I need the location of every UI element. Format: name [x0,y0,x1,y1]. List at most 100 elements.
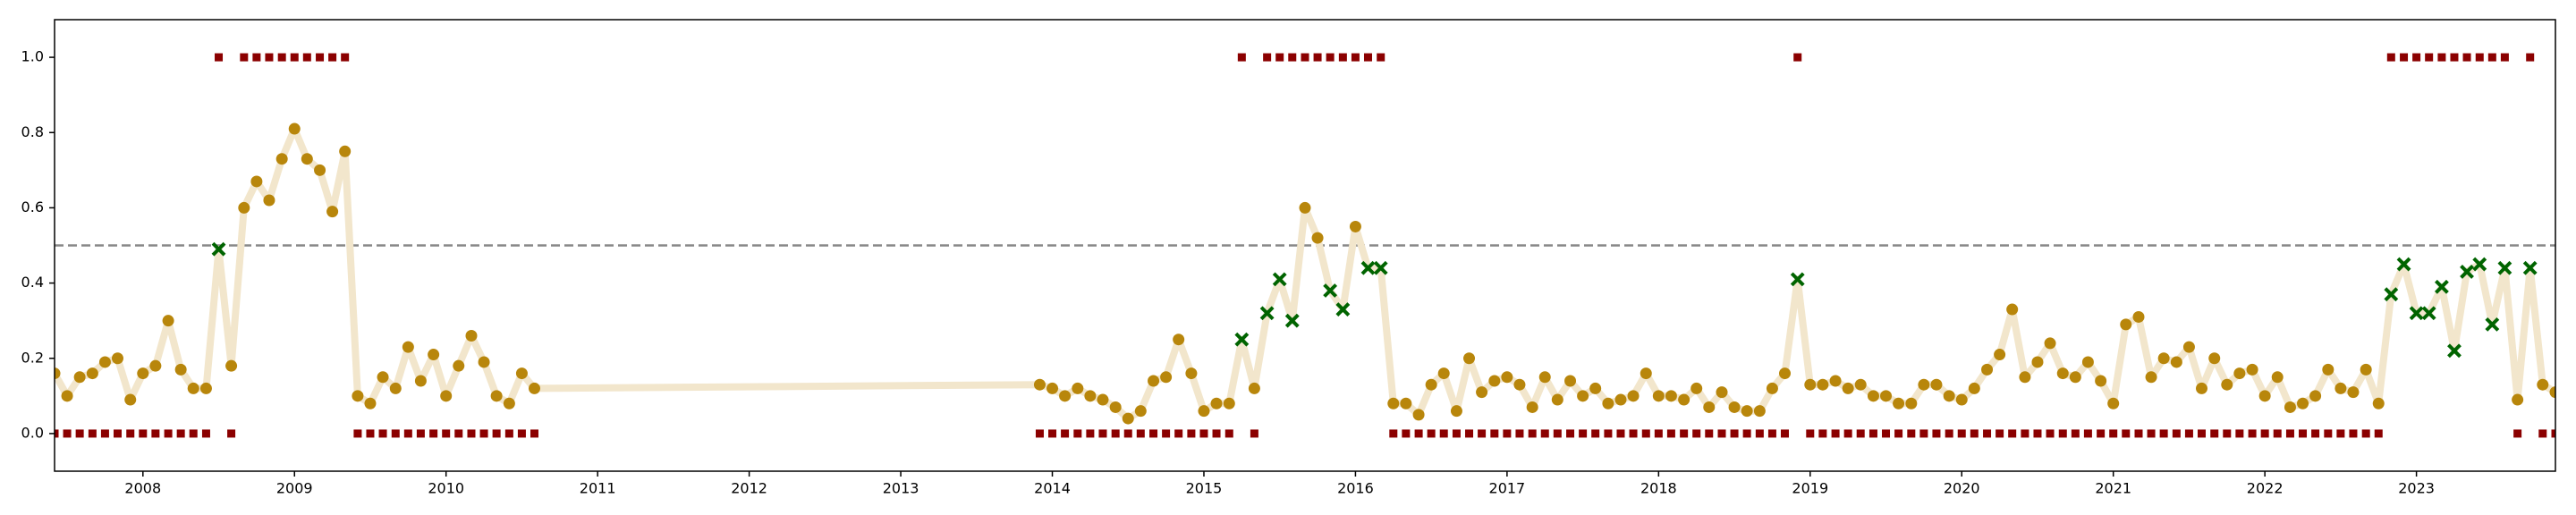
probability-point [1678,393,1690,406]
probability-point [428,349,440,361]
probability-point [1551,393,1563,406]
plot-frame [54,19,2556,472]
label-marker [189,429,198,438]
label-marker [492,429,501,438]
probability-point [1766,382,1778,394]
probability-point [2081,356,2094,368]
probability-point [2132,310,2145,323]
x-tick-label: 2016 [1337,480,1374,497]
probability-point [1854,378,1867,391]
probability-point [2145,371,2157,384]
probability-point [2297,397,2309,409]
label-marker [467,429,476,438]
label-marker [164,429,173,438]
miss-marker [2497,260,2512,275]
label-marker [1162,429,1171,438]
label-marker [2197,429,2206,438]
probability-point [465,330,478,342]
label-marker [265,53,274,62]
x-tick-label: 2018 [1640,480,1677,497]
miss-marker [2485,317,2500,332]
label-marker [1666,429,1675,438]
probability-point [2347,386,2360,399]
label-marker [75,429,84,438]
probability-point [1652,390,1665,402]
x-tick-label: 2009 [276,480,313,497]
label-marker [1730,429,1739,438]
label-marker [2033,429,2042,438]
label-marker [2386,53,2395,62]
miss-marker [2421,306,2436,321]
probability-point [1753,405,1766,418]
probability-point [414,375,427,387]
probability-point [73,371,86,384]
probability-point [1134,405,1147,418]
probability-point [1627,390,1640,402]
probability-point [1690,382,1703,394]
miss-marker [2522,260,2538,275]
probability-point [1703,401,1716,413]
probability-point [225,359,238,372]
label-marker [1680,429,1689,438]
label-marker [1174,429,1183,438]
label-marker [302,53,311,62]
probability-point [1867,390,1879,402]
label-marker [227,429,236,438]
probability-point [1198,405,1210,418]
probability-point [1955,393,1968,406]
probability-point [1185,367,1198,380]
label-marker [1275,53,1284,62]
probability-point [137,367,149,380]
probability-point [1109,401,1122,413]
probability-point [1046,382,1059,394]
label-marker [504,429,513,438]
probability-point [61,390,73,402]
label-marker [2273,429,2282,438]
probability-point [2095,375,2107,387]
probability-point [1311,232,1324,244]
label-marker [1818,429,1827,438]
label-marker [1540,429,1549,438]
label-marker [240,53,249,62]
probability-point [2006,303,2019,316]
label-marker [2425,53,2434,62]
probability-point [1640,367,1652,380]
probability-point [1728,401,1741,413]
label-marker [1553,429,1562,438]
x-tick-label: 2014 [1034,480,1071,497]
label-marker [2021,429,2029,438]
probability-point [1223,397,1235,409]
miss-marker [2384,287,2399,302]
y-tick-label: 0.4 [21,274,44,291]
probability-point [1148,375,1160,387]
label-marker [1957,429,1966,438]
label-marker [2336,429,2345,438]
label-marker [1616,429,1625,438]
probability-point [2512,393,2524,406]
label-marker [2361,429,2370,438]
probability-point [86,367,98,380]
probability-point [478,356,490,368]
probability-point [1084,390,1097,402]
miss-marker [2396,257,2411,272]
label-marker [1389,429,1398,438]
label-marker [1136,429,1145,438]
label-marker [2109,429,2118,438]
label-marker [1970,429,1979,438]
label-marker [176,429,185,438]
label-marker [2324,429,2333,438]
probability-point [2019,371,2031,384]
label-marker [2223,429,2232,438]
label-marker [100,429,109,438]
label-marker [403,429,412,438]
label-marker [1579,429,1588,438]
label-marker [2071,429,2080,438]
label-marker [2008,429,2017,438]
probability-point [490,390,503,402]
label-marker [201,429,210,438]
probability-point [2233,367,2246,380]
label-marker [1945,429,1953,438]
label-marker [151,429,160,438]
miss-marker [1360,260,1376,275]
probability-point [1741,405,1753,418]
